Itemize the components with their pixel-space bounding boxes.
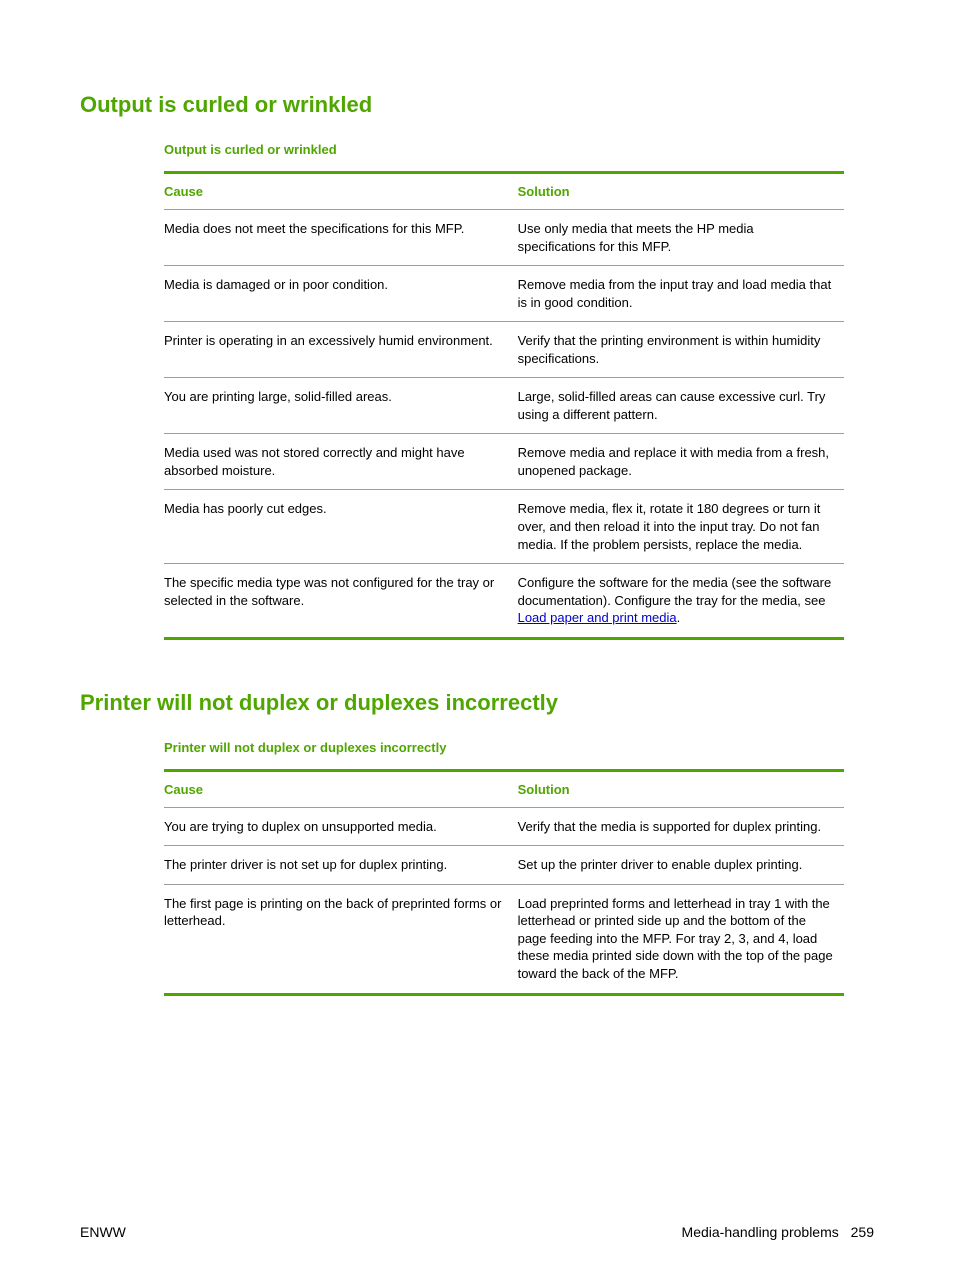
table-title: Output is curled or wrinkled bbox=[164, 142, 844, 157]
cell-cause: Media used was not stored correctly and … bbox=[164, 434, 518, 490]
cell-cause: Printer is operating in an excessively h… bbox=[164, 322, 518, 378]
cell-solution: Remove media from the input tray and loa… bbox=[518, 266, 844, 322]
section-heading: Output is curled or wrinkled bbox=[80, 92, 874, 118]
troubleshooting-table: Cause Solution You are trying to duplex … bbox=[164, 769, 844, 996]
table-row: The first page is printing on the back o… bbox=[164, 884, 844, 994]
cell-cause: Media does not meet the specifications f… bbox=[164, 210, 518, 266]
cell-cause: The specific media type was not configur… bbox=[164, 564, 518, 639]
cell-solution: Large, solid-filled areas can cause exce… bbox=[518, 378, 844, 434]
section-output-curled: Output is curled or wrinkled Output is c… bbox=[80, 92, 874, 640]
cell-cause: You are printing large, solid-filled are… bbox=[164, 378, 518, 434]
table-row: Media does not meet the specifications f… bbox=[164, 210, 844, 266]
document-page: Output is curled or wrinkled Output is c… bbox=[0, 0, 954, 1270]
cell-solution: Configure the software for the media (se… bbox=[518, 564, 844, 639]
table-row: The specific media type was not configur… bbox=[164, 564, 844, 639]
page-number: 259 bbox=[851, 1224, 874, 1240]
cell-cause: Media has poorly cut edges. bbox=[164, 490, 518, 564]
cell-cause: The printer driver is not set up for dup… bbox=[164, 846, 518, 885]
table-row: Printer is operating in an excessively h… bbox=[164, 322, 844, 378]
table-row: The printer driver is not set up for dup… bbox=[164, 846, 844, 885]
table-header-row: Cause Solution bbox=[164, 770, 844, 807]
table-row: Media used was not stored correctly and … bbox=[164, 434, 844, 490]
table-row: Media has poorly cut edges. Remove media… bbox=[164, 490, 844, 564]
cell-cause: Media is damaged or in poor condition. bbox=[164, 266, 518, 322]
table-row: You are trying to duplex on unsupported … bbox=[164, 807, 844, 846]
footer-right: Media-handling problems 259 bbox=[682, 1224, 874, 1240]
cell-solution: Verify that the media is supported for d… bbox=[518, 807, 844, 846]
section-heading: Printer will not duplex or duplexes inco… bbox=[80, 690, 874, 716]
section-duplex: Printer will not duplex or duplexes inco… bbox=[80, 690, 874, 996]
table-container: Output is curled or wrinkled Cause Solut… bbox=[164, 142, 844, 640]
table-row: Media is damaged or in poor condition. R… bbox=[164, 266, 844, 322]
footer-left: ENWW bbox=[80, 1224, 126, 1240]
cell-solution: Remove media, flex it, rotate it 180 deg… bbox=[518, 490, 844, 564]
col-header-solution: Solution bbox=[518, 770, 844, 807]
table-title: Printer will not duplex or duplexes inco… bbox=[164, 740, 844, 755]
cell-cause: You are trying to duplex on unsupported … bbox=[164, 807, 518, 846]
cell-solution: Load preprinted forms and letterhead in … bbox=[518, 884, 844, 994]
col-header-cause: Cause bbox=[164, 173, 518, 210]
footer-section-label: Media-handling problems bbox=[682, 1224, 839, 1240]
cell-solution: Verify that the printing environment is … bbox=[518, 322, 844, 378]
cell-solution: Remove media and replace it with media f… bbox=[518, 434, 844, 490]
table-header-row: Cause Solution bbox=[164, 173, 844, 210]
load-media-link[interactable]: Load paper and print media bbox=[518, 610, 677, 625]
table-container: Printer will not duplex or duplexes inco… bbox=[164, 740, 844, 996]
cell-cause: The first page is printing on the back o… bbox=[164, 884, 518, 994]
solution-text-post: . bbox=[677, 610, 681, 625]
cell-solution: Set up the printer driver to enable dupl… bbox=[518, 846, 844, 885]
col-header-cause: Cause bbox=[164, 770, 518, 807]
page-footer: ENWW Media-handling problems 259 bbox=[80, 1224, 874, 1240]
cell-solution: Use only media that meets the HP media s… bbox=[518, 210, 844, 266]
table-row: You are printing large, solid-filled are… bbox=[164, 378, 844, 434]
troubleshooting-table: Cause Solution Media does not meet the s… bbox=[164, 171, 844, 640]
col-header-solution: Solution bbox=[518, 173, 844, 210]
solution-text-pre: Configure the software for the media (se… bbox=[518, 575, 832, 608]
